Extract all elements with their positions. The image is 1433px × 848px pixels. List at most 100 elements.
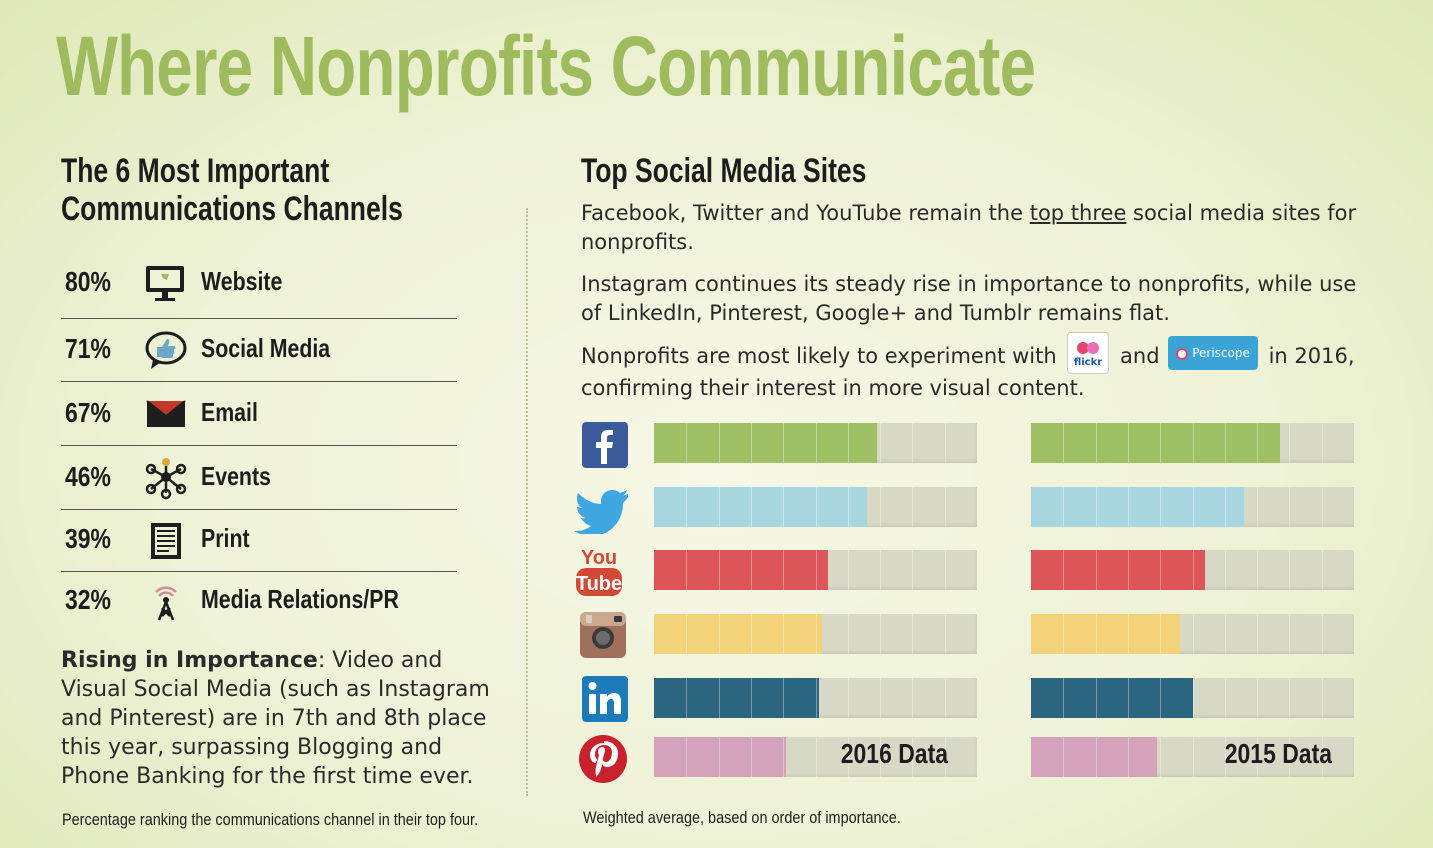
para1-underlined: top three bbox=[1029, 201, 1127, 225]
rising-in-importance-note: Rising in Importance: Video and Visual S… bbox=[61, 646, 501, 791]
channels-heading-line1: The 6 Most Important bbox=[61, 152, 330, 190]
bar-gridline bbox=[912, 487, 914, 527]
bar-gridline bbox=[1321, 423, 1323, 463]
bar-gridline bbox=[1063, 423, 1065, 463]
bar-gridline bbox=[1289, 614, 1291, 654]
para3-text-b: in 2016, bbox=[1268, 344, 1355, 368]
bar-gridline bbox=[1257, 678, 1259, 718]
bar-gridline bbox=[1224, 487, 1226, 527]
bar-gridline bbox=[1192, 737, 1194, 777]
bar-gridline bbox=[847, 550, 849, 590]
bar-gridline bbox=[686, 614, 688, 654]
bar-gridline bbox=[718, 737, 720, 777]
para1-text-a: Facebook, Twitter and YouTube remain the bbox=[581, 201, 1030, 225]
channel-row-events: 46% Events bbox=[61, 455, 457, 517]
bar-gridline bbox=[1289, 678, 1291, 718]
channel-label: Social Media bbox=[201, 333, 331, 363]
bar-gridline bbox=[912, 614, 914, 654]
bar-facebook-2016 bbox=[654, 423, 877, 463]
bar-gridline bbox=[847, 614, 849, 654]
bar-gridline bbox=[1192, 550, 1194, 590]
bar-gridline bbox=[815, 614, 817, 654]
channel-label: Website bbox=[201, 266, 283, 296]
bar-gridline bbox=[1192, 614, 1194, 654]
pinterest-icon bbox=[578, 734, 628, 784]
bar-gridline bbox=[783, 737, 785, 777]
bar-gridline bbox=[1160, 614, 1162, 654]
flickr-badge-text: flickr bbox=[1074, 357, 1102, 368]
divider bbox=[61, 318, 457, 319]
bar-track bbox=[654, 423, 977, 463]
bar-gridline bbox=[1160, 678, 1162, 718]
bar-gridline bbox=[1063, 614, 1065, 654]
channel-row-media-relations: 32% Media Relations/PR bbox=[61, 578, 457, 640]
envelope-icon bbox=[143, 391, 189, 437]
channel-label: Print bbox=[201, 523, 250, 553]
bar-gridline bbox=[1321, 487, 1323, 527]
bar-gridline bbox=[1063, 737, 1065, 777]
channel-pct: 46% bbox=[65, 461, 111, 492]
bar-gridline bbox=[718, 614, 720, 654]
bar-gridline bbox=[1160, 737, 1162, 777]
periscope-logo-icon: Periscope bbox=[1168, 336, 1258, 370]
bar-gridline bbox=[944, 614, 946, 654]
channel-label: Events bbox=[201, 461, 271, 491]
channel-pct: 80% bbox=[65, 266, 111, 297]
bar-gridline bbox=[1095, 423, 1097, 463]
divider bbox=[61, 571, 457, 572]
bar-gridline bbox=[815, 678, 817, 718]
youtube-icon: You Tube bbox=[574, 544, 624, 596]
bar-gridline bbox=[718, 487, 720, 527]
broadcast-tower-icon bbox=[143, 578, 189, 624]
periscope-pin-icon bbox=[1176, 347, 1189, 360]
bar-gridline bbox=[815, 423, 817, 463]
bar-gridline bbox=[686, 487, 688, 527]
bar-gridline bbox=[944, 737, 946, 777]
bar-track bbox=[1031, 614, 1354, 654]
bar-gridline bbox=[1289, 423, 1291, 463]
column-separator bbox=[526, 208, 528, 796]
right-footnote: Weighted average, based on order of impo… bbox=[583, 808, 901, 827]
series-label-2016: 2016 Data bbox=[840, 738, 948, 769]
bar-instagram-2016 bbox=[654, 614, 822, 654]
bar-linkedin-2016 bbox=[654, 678, 819, 718]
bar-gridline bbox=[815, 550, 817, 590]
bar-gridline bbox=[1095, 487, 1097, 527]
bar-gridline bbox=[847, 678, 849, 718]
bar-gridline bbox=[1289, 550, 1291, 590]
bar-gridline bbox=[880, 737, 882, 777]
page-title: Where Nonprofits Communicate bbox=[56, 19, 1036, 113]
bar-gridline bbox=[686, 550, 688, 590]
bar-gridline bbox=[750, 487, 752, 527]
bar-track bbox=[1031, 550, 1354, 590]
bar-track bbox=[654, 614, 977, 654]
bar-gridline bbox=[750, 550, 752, 590]
bar-track bbox=[1031, 487, 1354, 527]
bar-gridline bbox=[1063, 678, 1065, 718]
bar-track bbox=[654, 550, 977, 590]
youtube-tube-text: Tube bbox=[576, 573, 622, 595]
instagram-icon bbox=[578, 610, 628, 660]
channel-row-print: 39% Print bbox=[61, 517, 457, 579]
monitor-icon bbox=[143, 260, 189, 306]
bar-linkedin-2015 bbox=[1031, 678, 1193, 718]
bar-gridline bbox=[1192, 423, 1194, 463]
periscope-badge-text: Periscope bbox=[1192, 346, 1250, 360]
bar-gridline bbox=[1095, 550, 1097, 590]
bar-gridline bbox=[912, 678, 914, 718]
bar-gridline bbox=[783, 487, 785, 527]
bar-gridline bbox=[1063, 487, 1065, 527]
document-icon bbox=[143, 517, 189, 563]
bar-gridline bbox=[1127, 550, 1129, 590]
bar-gridline bbox=[1095, 737, 1097, 777]
network-icon bbox=[143, 455, 189, 501]
bar-gridline bbox=[686, 737, 688, 777]
bar-pinterest-2016 bbox=[654, 737, 787, 777]
bar-gridline bbox=[1257, 487, 1259, 527]
youtube-you-text: You bbox=[581, 547, 617, 569]
bar-gridline bbox=[1257, 423, 1259, 463]
bar-track bbox=[1031, 737, 1354, 777]
bar-gridline bbox=[1321, 678, 1323, 718]
bar-pinterest-2015 bbox=[1031, 737, 1157, 777]
bar-gridline bbox=[880, 678, 882, 718]
